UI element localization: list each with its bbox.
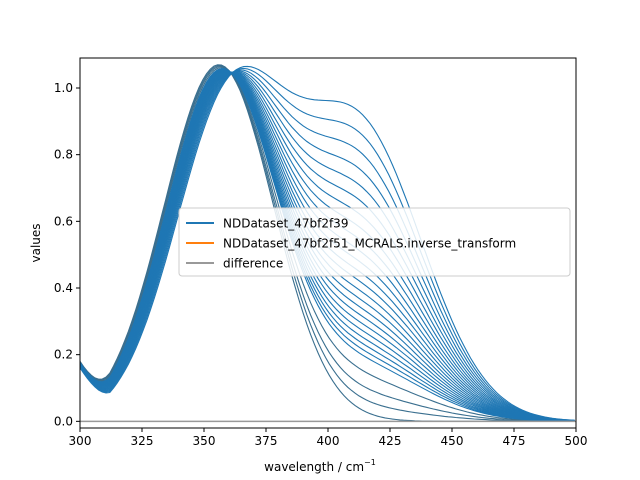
- spectrum-line: [79, 71, 575, 422]
- x-tick-label: 450: [441, 434, 464, 448]
- y-tick-label: 0.0: [54, 414, 73, 428]
- spectrum-line: [79, 71, 575, 422]
- y-tick-label: 1.0: [54, 81, 73, 95]
- spectrum-line: [79, 65, 575, 422]
- spectrum-line: [79, 69, 575, 422]
- x-tick-label: 325: [131, 434, 154, 448]
- y-axis-ticks: 0.0 0.2 0.4 0.6 0.8 1.0: [54, 81, 80, 428]
- y-tick-label: 0.2: [54, 348, 73, 362]
- x-tick-label: 300: [69, 434, 92, 448]
- x-tick-label: 500: [565, 434, 588, 448]
- x-tick-label: 475: [503, 434, 526, 448]
- y-tick-label: 0.8: [54, 148, 73, 162]
- spectrum-line: [79, 66, 575, 422]
- y-tick-label: 0.6: [54, 214, 73, 228]
- legend: NDDataset_47bf2f39 NDDataset_47bf2f51_MCR…: [178, 207, 571, 277]
- x-tick-label: 425: [379, 434, 402, 448]
- y-tick-label: 0.4: [54, 281, 73, 295]
- spectrum-line: [79, 65, 575, 422]
- x-axis-label: wavelength / cm−1: [264, 458, 376, 474]
- x-axis-ticks: 300 325 350 375 400 425 450 475 500: [69, 428, 588, 448]
- spectrum-line: [79, 71, 575, 422]
- spectrum-line: [79, 70, 575, 422]
- y-axis-label: values: [29, 223, 43, 262]
- legend-label: difference: [223, 257, 283, 271]
- legend-label: NDDataset_47bf2f51_MCRALS.inverse_transf…: [223, 237, 516, 251]
- legend-box: [178, 207, 571, 277]
- x-tick-label: 375: [255, 434, 278, 448]
- spectrum-line: [79, 71, 575, 422]
- spectrum-line: [79, 67, 575, 421]
- legend-label: NDDataset_47bf2f39: [223, 217, 348, 231]
- x-tick-label: 350: [193, 434, 216, 448]
- spectrum-line: [79, 65, 575, 421]
- x-tick-label: 400: [317, 434, 340, 448]
